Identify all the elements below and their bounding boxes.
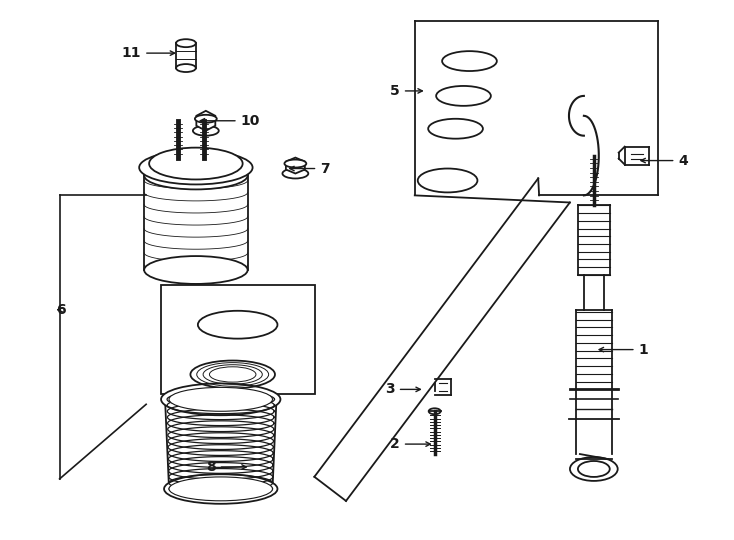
Ellipse shape	[176, 64, 196, 72]
Text: 4: 4	[641, 153, 688, 167]
Ellipse shape	[193, 126, 219, 136]
Ellipse shape	[285, 160, 306, 167]
Text: 9: 9	[161, 161, 202, 176]
Ellipse shape	[144, 256, 247, 284]
Bar	[161, 285, 316, 394]
Ellipse shape	[144, 161, 247, 190]
Text: 5: 5	[390, 84, 422, 98]
Text: 2: 2	[390, 437, 430, 451]
Polygon shape	[286, 158, 305, 173]
Text: 6: 6	[57, 303, 66, 317]
Ellipse shape	[161, 383, 280, 415]
Text: 1: 1	[599, 342, 648, 356]
Ellipse shape	[204, 153, 218, 160]
Ellipse shape	[429, 408, 440, 414]
Text: 10: 10	[200, 114, 260, 128]
Ellipse shape	[570, 457, 618, 481]
Ellipse shape	[283, 168, 308, 179]
Ellipse shape	[149, 147, 243, 179]
Ellipse shape	[176, 39, 196, 47]
Text: 11: 11	[122, 46, 175, 60]
Text: 7: 7	[290, 161, 330, 176]
Text: 3: 3	[385, 382, 421, 396]
Ellipse shape	[139, 151, 252, 185]
Ellipse shape	[578, 461, 610, 477]
Ellipse shape	[164, 474, 277, 504]
Ellipse shape	[204, 181, 218, 187]
Text: 8: 8	[206, 460, 247, 474]
Ellipse shape	[169, 387, 272, 411]
Ellipse shape	[195, 115, 217, 123]
Polygon shape	[197, 111, 215, 131]
Ellipse shape	[169, 477, 272, 501]
